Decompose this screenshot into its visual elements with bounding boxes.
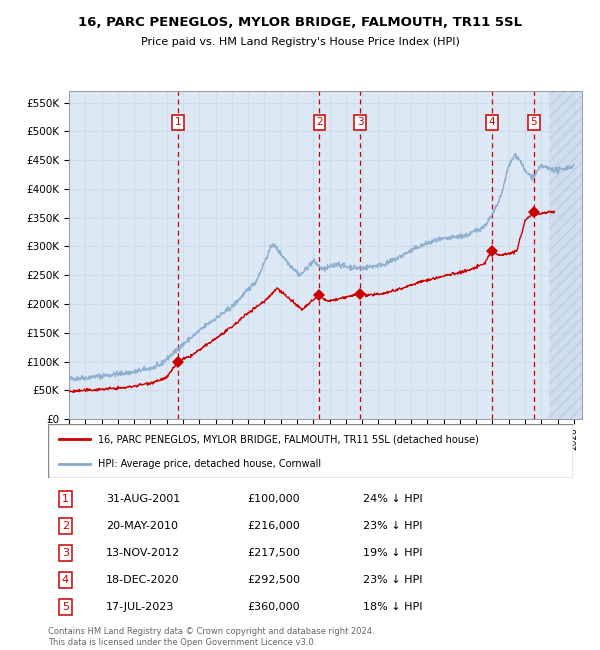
FancyBboxPatch shape (48, 424, 573, 478)
Text: 2: 2 (62, 521, 69, 531)
Text: 5: 5 (62, 602, 69, 612)
Text: 31-AUG-2001: 31-AUG-2001 (106, 494, 180, 504)
Text: £100,000: £100,000 (248, 494, 300, 504)
Text: 13-NOV-2012: 13-NOV-2012 (106, 548, 180, 558)
Text: 2: 2 (316, 117, 323, 127)
Text: 3: 3 (62, 548, 69, 558)
Bar (550, 91, 582, 419)
Text: £292,500: £292,500 (248, 575, 301, 585)
Text: Contains HM Land Registry data © Crown copyright and database right 2024.
This d: Contains HM Land Registry data © Crown c… (48, 627, 374, 647)
Text: 20-MAY-2010: 20-MAY-2010 (106, 521, 178, 531)
Text: £360,000: £360,000 (248, 602, 300, 612)
Text: 1: 1 (62, 494, 69, 504)
Text: 23% ↓ HPI: 23% ↓ HPI (363, 521, 422, 531)
Text: 4: 4 (488, 117, 495, 127)
Text: 24% ↓ HPI: 24% ↓ HPI (363, 494, 422, 504)
Text: 16, PARC PENEGLOS, MYLOR BRIDGE, FALMOUTH, TR11 5SL: 16, PARC PENEGLOS, MYLOR BRIDGE, FALMOUT… (78, 16, 522, 29)
Text: HPI: Average price, detached house, Cornwall: HPI: Average price, detached house, Corn… (98, 459, 321, 469)
Text: 18-DEC-2020: 18-DEC-2020 (106, 575, 179, 585)
Text: £217,500: £217,500 (248, 548, 301, 558)
Text: 3: 3 (357, 117, 364, 127)
Text: 23% ↓ HPI: 23% ↓ HPI (363, 575, 422, 585)
Text: Price paid vs. HM Land Registry's House Price Index (HPI): Price paid vs. HM Land Registry's House … (140, 37, 460, 47)
Text: 18% ↓ HPI: 18% ↓ HPI (363, 602, 422, 612)
Text: 5: 5 (530, 117, 537, 127)
Text: 19% ↓ HPI: 19% ↓ HPI (363, 548, 422, 558)
Text: 16, PARC PENEGLOS, MYLOR BRIDGE, FALMOUTH, TR11 5SL (detached house): 16, PARC PENEGLOS, MYLOR BRIDGE, FALMOUT… (98, 434, 479, 445)
Text: 1: 1 (175, 117, 181, 127)
Text: £216,000: £216,000 (248, 521, 300, 531)
Text: 4: 4 (62, 575, 69, 585)
Text: 17-JUL-2023: 17-JUL-2023 (106, 602, 174, 612)
